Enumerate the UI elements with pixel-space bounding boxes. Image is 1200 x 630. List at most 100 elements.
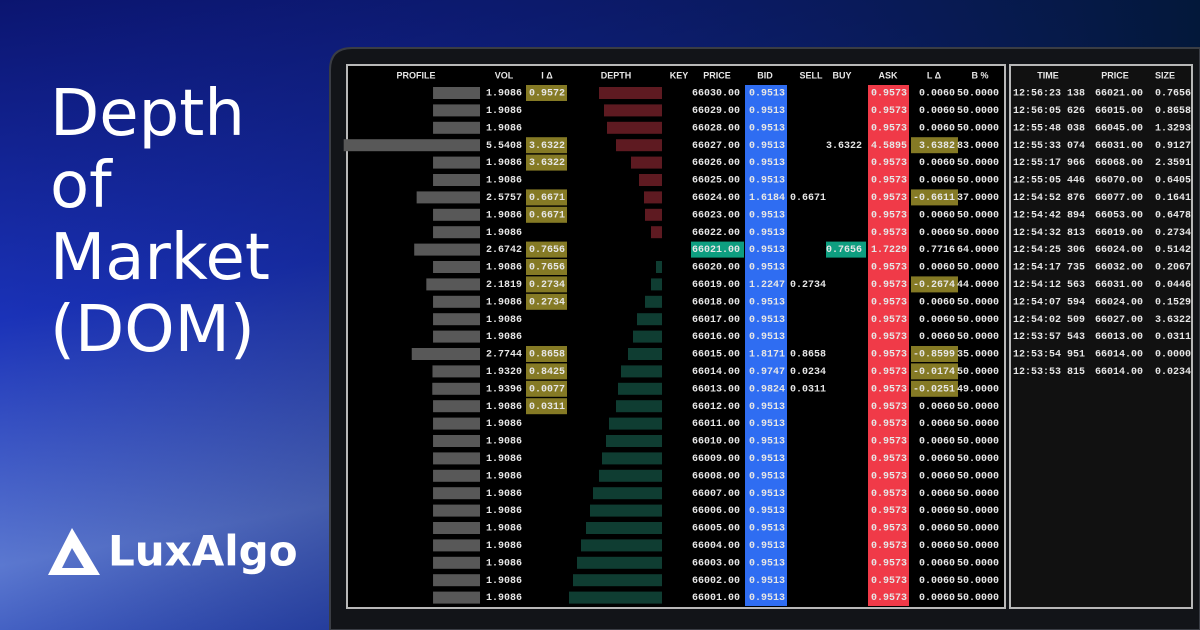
price-cell: 66025.00: [692, 176, 740, 187]
b-pct-cell: 50.0000: [957, 297, 999, 308]
i-delta-highlight: [526, 346, 567, 362]
bid-cell: 0.9513: [749, 437, 785, 448]
vol-cell: 2.5757: [486, 193, 522, 204]
depth-bar: [645, 208, 662, 221]
trade-price: 66070.00: [1095, 176, 1143, 187]
trade-size: 0.1529: [1155, 297, 1191, 308]
i-delta-highlight: [526, 189, 567, 206]
price-cell: 66003.00: [692, 558, 740, 569]
l-delta-cell: 0.0060: [919, 593, 955, 604]
vol-cell: 1.9086: [486, 524, 522, 535]
trade-time: 12:55:48 038: [1013, 123, 1085, 134]
title-line: Market: [50, 221, 270, 295]
vol-cell: 2.1819: [486, 280, 522, 291]
price-cell: 66010.00: [692, 437, 740, 448]
l-delta-cell: 0.0060: [919, 524, 955, 535]
i-delta-highlight: [526, 85, 567, 101]
ask-cell: 0.9573: [871, 89, 907, 100]
trade-price: 66014.00: [1095, 367, 1143, 378]
bid-cell: 0.9513: [749, 593, 785, 604]
vol-cell: 1.9086: [486, 176, 522, 187]
ask-cell: 0.9573: [871, 384, 907, 395]
price-cell: 66019.00: [692, 280, 740, 291]
ask-cell: 0.9573: [871, 350, 907, 361]
vol-cell: 1.9086: [486, 437, 522, 448]
ask-cell: 0.9573: [871, 593, 907, 604]
buy-cell: 3.6322: [826, 141, 862, 152]
depth-bar: [637, 313, 662, 326]
vol-cell: 1.9086: [486, 489, 522, 500]
ask-cell: 0.9573: [871, 419, 907, 430]
b-pct-cell: 50.0000: [957, 454, 999, 465]
ask-cell: 0.9573: [871, 506, 907, 517]
price-cell: 66014.00: [692, 367, 740, 378]
depth-bar: [599, 87, 662, 99]
bid-cell: 0.9824: [749, 384, 785, 395]
vol-cell: 5.5408: [486, 141, 522, 152]
vol-cell: 1.9086: [486, 106, 522, 117]
profile-bar: [433, 435, 480, 447]
b-pct-cell: 50.0000: [957, 524, 999, 535]
vol-cell: 1.9086: [486, 89, 522, 100]
price-cell: 66027.00: [692, 141, 740, 152]
profile-bar: [433, 469, 480, 482]
profile-bar: [411, 348, 480, 360]
l-delta-cell: -0.0174: [913, 367, 955, 378]
i-delta-cell: 0.0311: [529, 402, 565, 413]
vol-cell: 1.9086: [486, 506, 522, 517]
i-delta-highlight: [526, 363, 567, 380]
l-delta-cell: 0.0060: [919, 506, 955, 517]
i-delta-cell: 0.8658: [529, 350, 565, 361]
depth-bar: [656, 261, 662, 273]
vol-cell: 1.9086: [486, 297, 522, 308]
vol-cell: 1.9086: [486, 402, 522, 413]
depth-bar: [606, 435, 662, 447]
l-delta-cell: -0.8599: [913, 350, 955, 361]
trade-price: 66045.00: [1095, 123, 1143, 134]
trade-time: 12:56:23 138: [1013, 89, 1085, 100]
bid-cell: 0.9513: [749, 332, 785, 343]
depth-bar: [602, 452, 662, 465]
depth-bar: [628, 348, 662, 360]
ask-cell: 0.9573: [871, 524, 907, 535]
vol-cell: 1.9086: [486, 576, 522, 587]
i-delta-highlight: [526, 276, 567, 293]
b-pct-cell: 49.0000: [957, 384, 999, 395]
i-delta-highlight: [526, 293, 567, 310]
l-delta-cell: 0.0060: [919, 176, 955, 187]
trade-size: 0.1641: [1155, 193, 1191, 204]
profile-bar: [433, 226, 480, 239]
trade-time: 12:54:32 813: [1013, 228, 1085, 239]
profile-bar: [343, 139, 480, 152]
ask-cell: 0.9573: [871, 280, 907, 291]
b-pct-cell: 50.0000: [957, 419, 999, 430]
profile-bar: [426, 278, 480, 291]
depth-bar: [631, 156, 662, 169]
ask-cell: 0.9573: [871, 176, 907, 187]
l-delta-cell: 0.0060: [919, 123, 955, 134]
i-delta-cell: 0.7656: [529, 245, 565, 256]
ask-cell: 0.9573: [871, 106, 907, 117]
depth-bar: [651, 226, 662, 239]
brand-icon: [48, 528, 100, 575]
bid-cell: 0.9747: [749, 367, 785, 378]
trade-time: 12:54:42 894: [1013, 210, 1085, 221]
b-pct-cell: 50.0000: [957, 210, 999, 221]
trade-size: 2.3591: [1155, 158, 1191, 169]
ask-cell: 0.9573: [871, 228, 907, 239]
brand-name: LuxAlgo: [108, 527, 298, 576]
b-pct-cell: 50.0000: [957, 123, 999, 134]
ask-cell: 1.7229: [871, 245, 907, 256]
vol-cell: 2.6742: [486, 245, 522, 256]
l-delta-cell: 0.0060: [919, 89, 955, 100]
profile-bar: [433, 295, 480, 308]
column-header: BID: [757, 70, 773, 80]
profile-bar: [414, 243, 480, 256]
trades-table-frame: [1009, 64, 1193, 609]
l-delta-cell: 0.0060: [919, 541, 955, 552]
trade-price: 66021.00: [1095, 89, 1143, 100]
l-delta-cell: 0.0060: [919, 315, 955, 326]
profile-bar: [432, 382, 480, 395]
trade-size: 1.3293: [1155, 123, 1191, 134]
b-pct-cell: 50.0000: [957, 471, 999, 482]
